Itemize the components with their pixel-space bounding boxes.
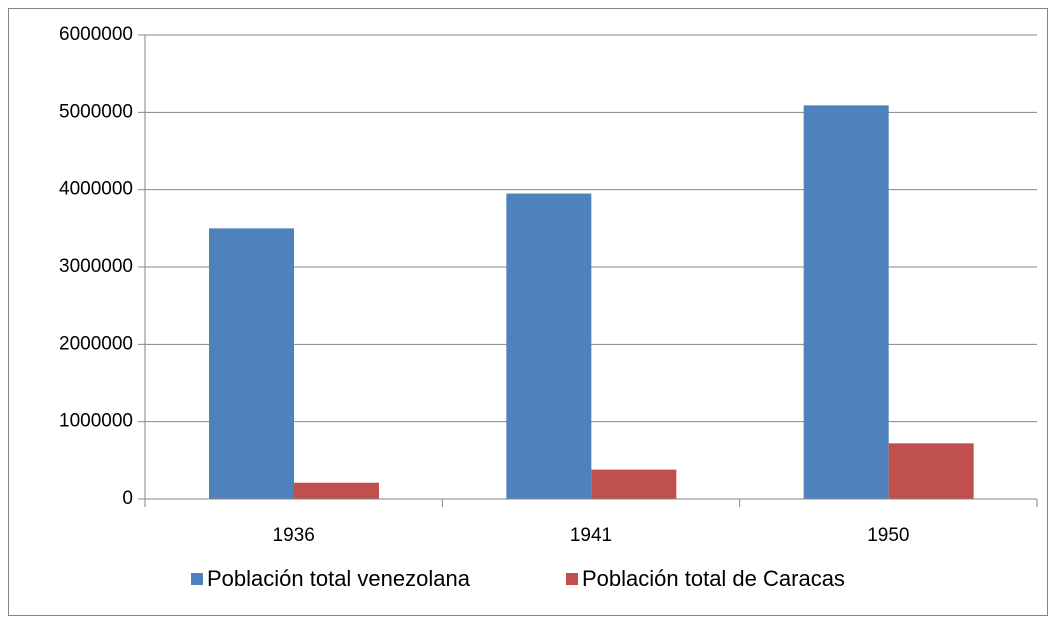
y-tick-label: 6000000 <box>59 24 133 45</box>
legend-label: Población total venezolana <box>207 566 471 591</box>
x-tick-label: 1950 <box>867 525 909 546</box>
y-tick-label: 1000000 <box>59 411 133 432</box>
y-tick-label: 5000000 <box>59 101 133 122</box>
y-tick-label: 3000000 <box>59 256 133 277</box>
bar <box>506 193 592 500</box>
bar <box>294 482 379 499</box>
y-tick-label: 4000000 <box>59 179 133 200</box>
legend-swatch <box>191 573 203 585</box>
legend-label: Población total de Caracas <box>582 566 845 591</box>
y-tick-label: 2000000 <box>59 333 133 354</box>
legend-swatch <box>566 573 578 585</box>
bar <box>209 228 294 500</box>
bar <box>803 105 889 499</box>
bar <box>888 443 974 499</box>
x-tick-label: 1941 <box>570 525 612 546</box>
y-tick-label: 0 <box>122 488 133 509</box>
x-tick-label: 1936 <box>273 525 315 546</box>
bar <box>591 469 677 499</box>
